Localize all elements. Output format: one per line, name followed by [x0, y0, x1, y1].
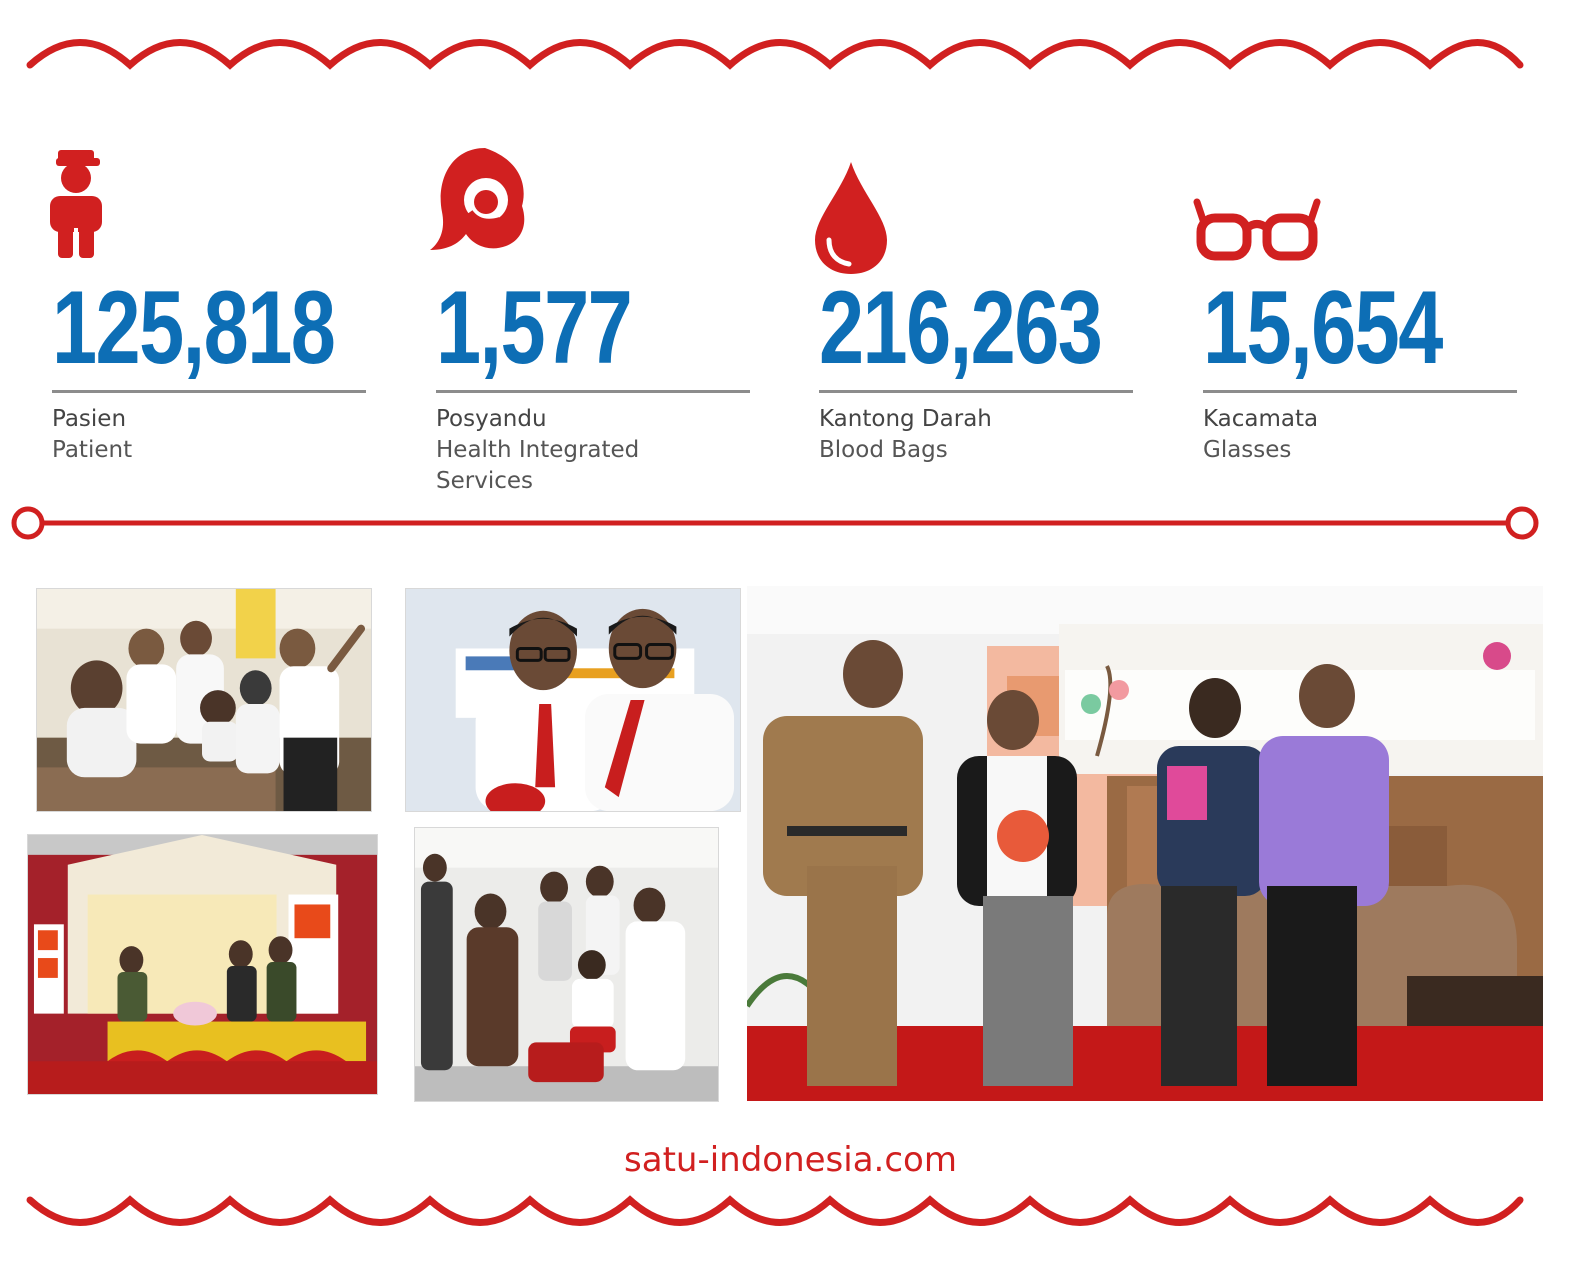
stat-label: Pasien Patient [52, 404, 352, 466]
bottom-scallop-border [26, 1195, 1524, 1226]
stat-label-en: Patient [52, 437, 133, 463]
divider [436, 390, 750, 393]
stat-label-en: Blood Bags [819, 437, 948, 463]
glasses-icon [1193, 198, 1321, 261]
stat-value: 216,263 [819, 270, 1103, 386]
stat-value: 125,818 [52, 270, 336, 386]
photo-posyandu-event [747, 586, 1543, 1101]
stat-label-id: Pasien [52, 406, 127, 432]
timeline-divider [11, 506, 1539, 540]
photo-eye-checkup-group [36, 588, 372, 812]
stat-value: 1,577 [436, 270, 633, 386]
stat-label-en: Glasses [1203, 437, 1292, 463]
divider [1203, 390, 1517, 393]
photo-inauguration-signing [27, 834, 378, 1095]
stat-label: Kantong Darah Blood Bags [819, 404, 1119, 466]
stat-label: Posyandu Health Integrated Services [436, 404, 736, 497]
top-scallop-border [26, 39, 1524, 70]
divider [819, 390, 1133, 393]
photo-schoolboys-glasses [405, 588, 741, 812]
blood-drop-icon [815, 162, 887, 274]
mother-baby-icon [430, 148, 525, 250]
stat-label-id: Kacamata [1203, 406, 1319, 432]
stat-label-id: Kantong Darah [819, 406, 992, 432]
stat-label-en: Health Integrated Services [436, 437, 640, 494]
divider [52, 390, 366, 393]
stat-value: 15,654 [1203, 270, 1443, 386]
stat-label: Kacamata Glasses [1203, 404, 1503, 466]
photo-girl-eye-exam [414, 827, 719, 1102]
child-icon [50, 150, 102, 258]
stat-label-id: Posyandu [436, 406, 547, 432]
website-url[interactable]: satu-indonesia.com [624, 1140, 957, 1180]
